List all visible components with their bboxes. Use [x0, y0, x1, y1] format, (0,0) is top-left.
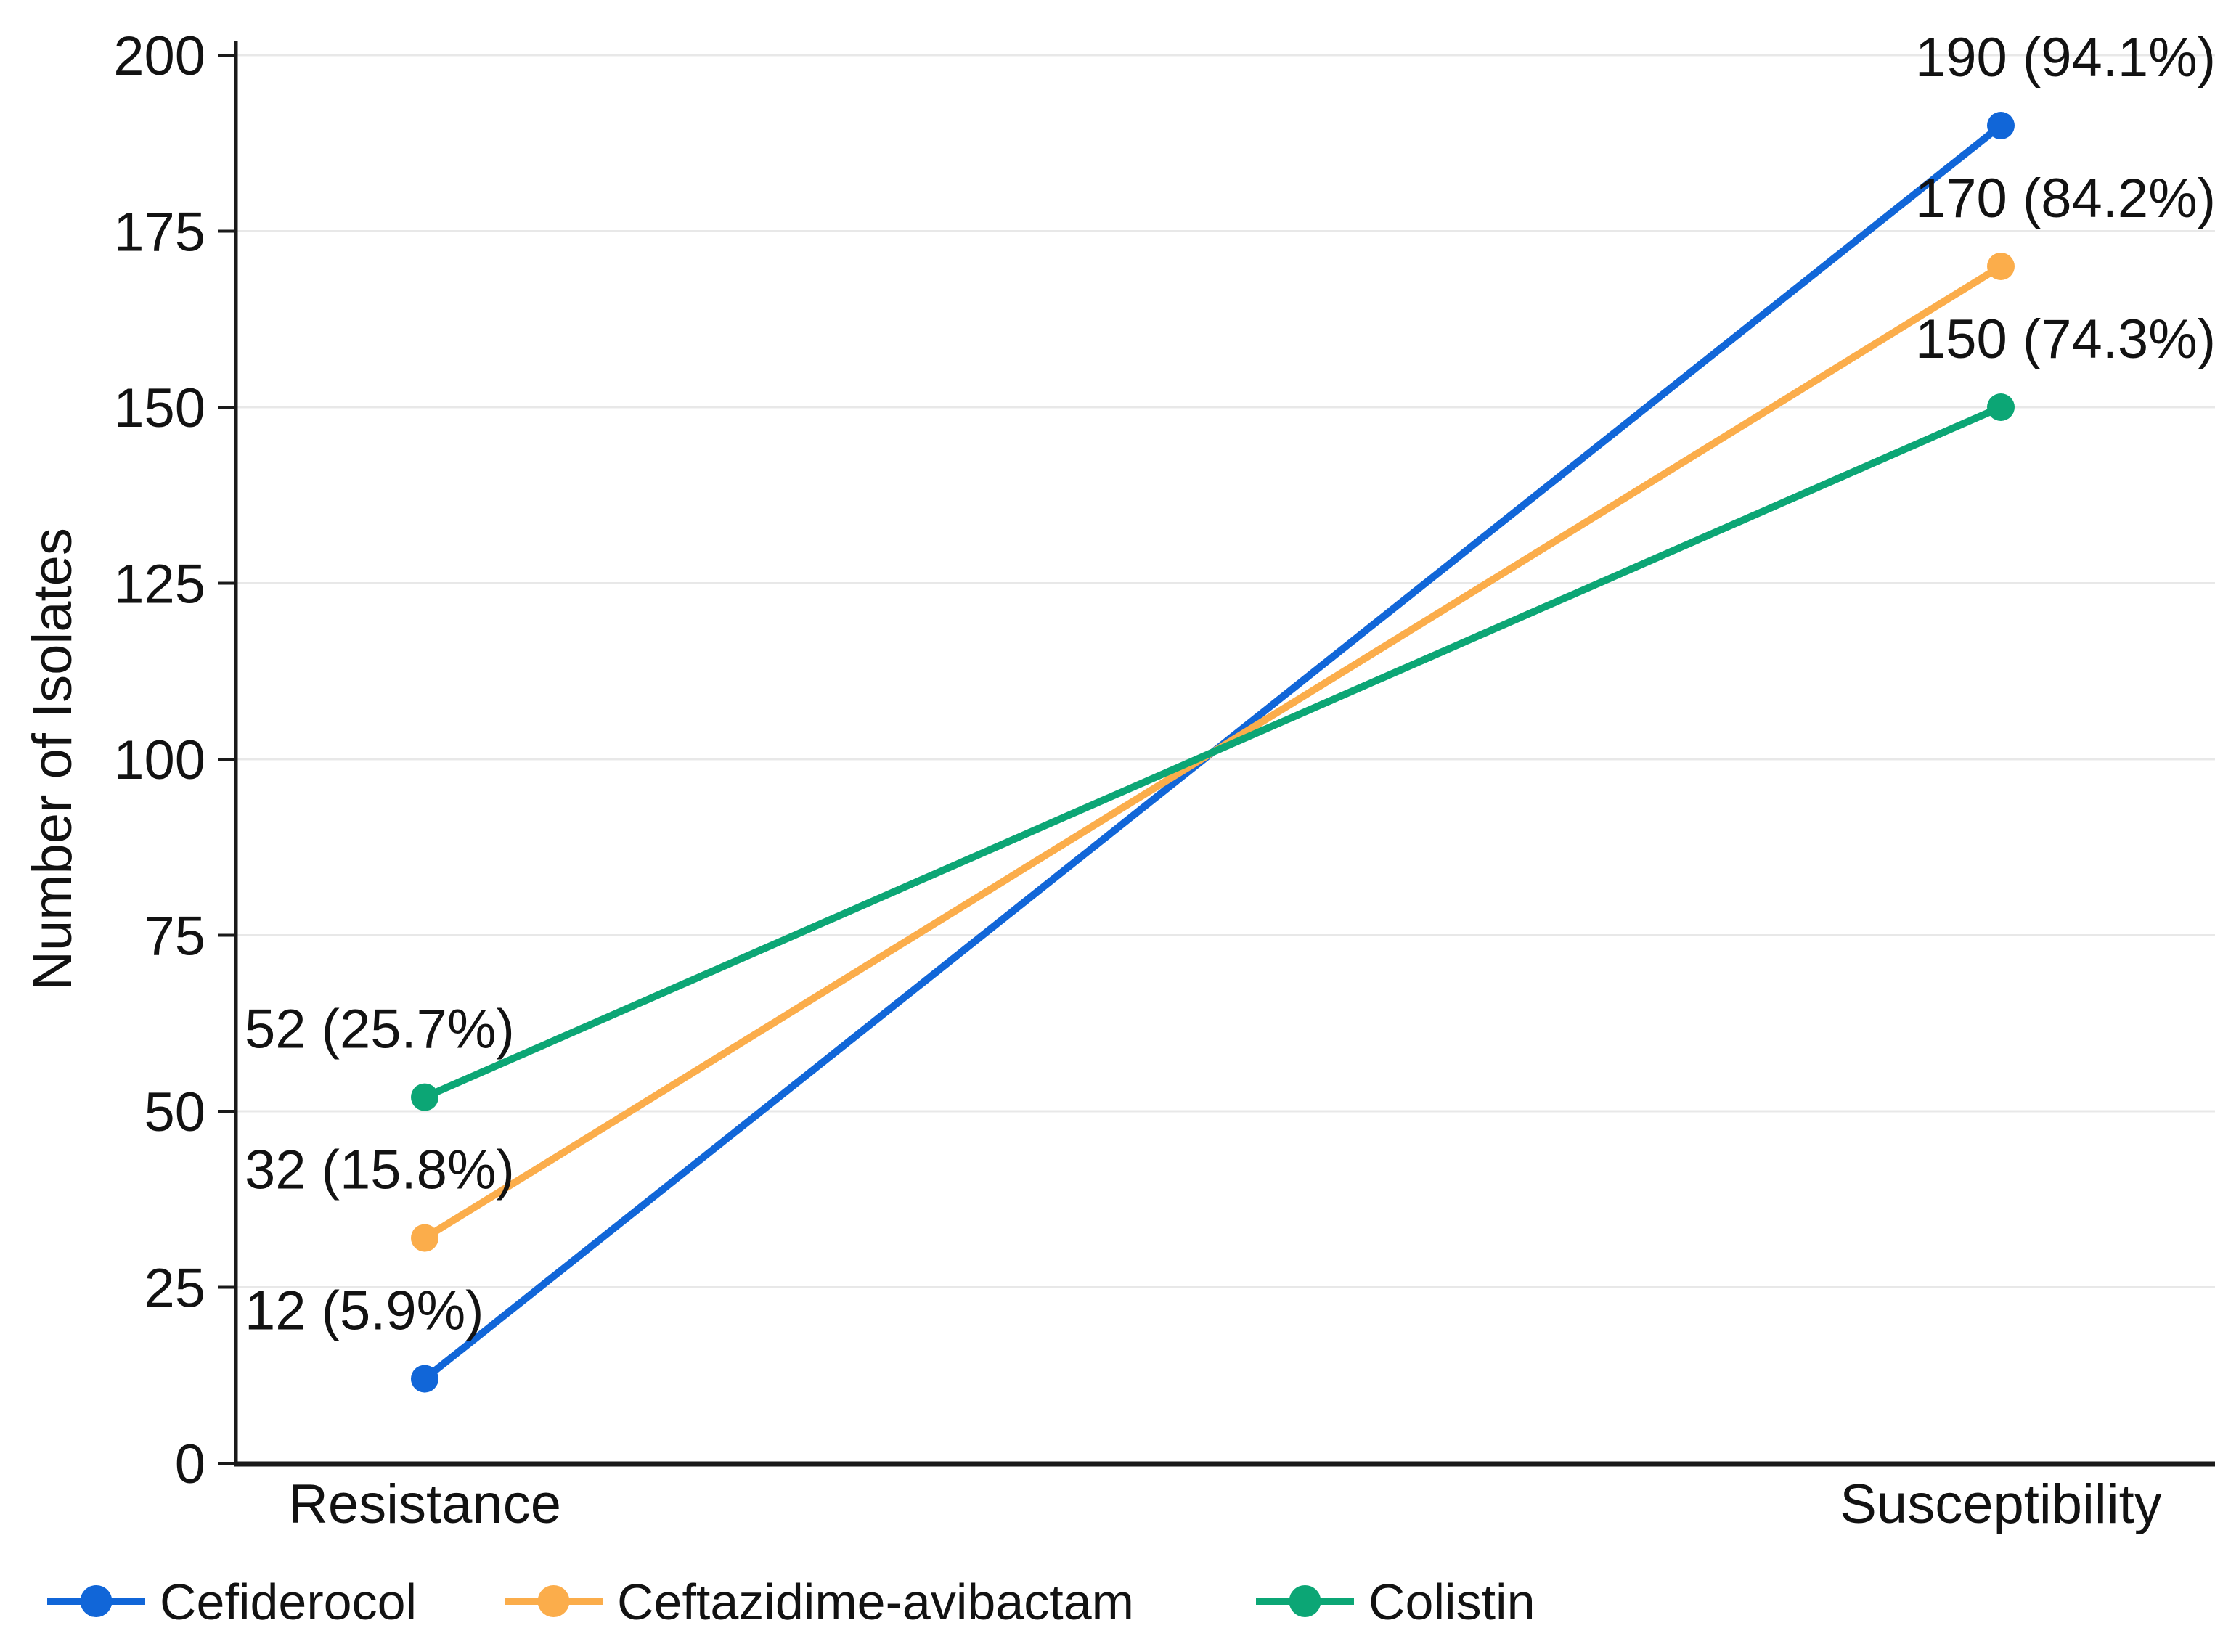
- data-point: [411, 1224, 438, 1252]
- data-point: [1987, 112, 2015, 139]
- data-point: [411, 1365, 438, 1393]
- slope-chart: 0 25 50 75 100 125 150 175 200 Number of Isolates…: [29, 12, 2215, 1640]
- data-point-label: 52 (25.7%): [245, 999, 515, 1060]
- data-point: [1987, 253, 2015, 280]
- y-tick-label: 200: [113, 25, 205, 87]
- y-tick-label: 150: [113, 377, 205, 439]
- legend-swatch-dot: [80, 1585, 113, 1617]
- y-tick-label: 100: [113, 729, 205, 791]
- data-point-label: 190 (94.1%): [1915, 27, 2215, 89]
- x-category-label: Resistance: [288, 1473, 561, 1535]
- chart-canvas: 0 25 50 75 100 125 150 175 200 Number of Isolates…: [29, 12, 2215, 1640]
- legend-label: Ceftazidime-avibactam: [617, 1574, 1134, 1630]
- legend-label: Cefiderocol: [160, 1574, 417, 1630]
- data-point: [411, 1083, 438, 1111]
- y-tick-label: 175: [113, 202, 205, 263]
- data-point: [1987, 393, 2015, 421]
- series-line: [423, 404, 2003, 1101]
- legend-item: Colistin: [1256, 1574, 1535, 1630]
- y-tick-label: 75: [144, 906, 205, 968]
- y-axis-title: Number of Isolates: [29, 528, 83, 991]
- y-tick-label: 0: [175, 1434, 205, 1495]
- y-tick-label: 25: [144, 1258, 205, 1320]
- y-tick-label: 125: [113, 554, 205, 616]
- x-category-label: Susceptibility: [1840, 1473, 2162, 1535]
- legend-item: Cefiderocol: [47, 1574, 417, 1630]
- data-point-label: 32 (15.8%): [245, 1140, 515, 1201]
- data-point-label: 170 (84.2%): [1915, 168, 2215, 229]
- data-point-label: 12 (5.9%): [245, 1280, 484, 1342]
- legend-label: Colistin: [1368, 1574, 1535, 1630]
- legend-swatch-dot: [537, 1585, 570, 1617]
- y-tick-label: 50: [144, 1081, 205, 1143]
- legend-swatch-dot: [1289, 1585, 1321, 1617]
- legend-item: Ceftazidime-avibactam: [505, 1574, 1134, 1630]
- data-point-label: 150 (74.3%): [1915, 308, 2215, 370]
